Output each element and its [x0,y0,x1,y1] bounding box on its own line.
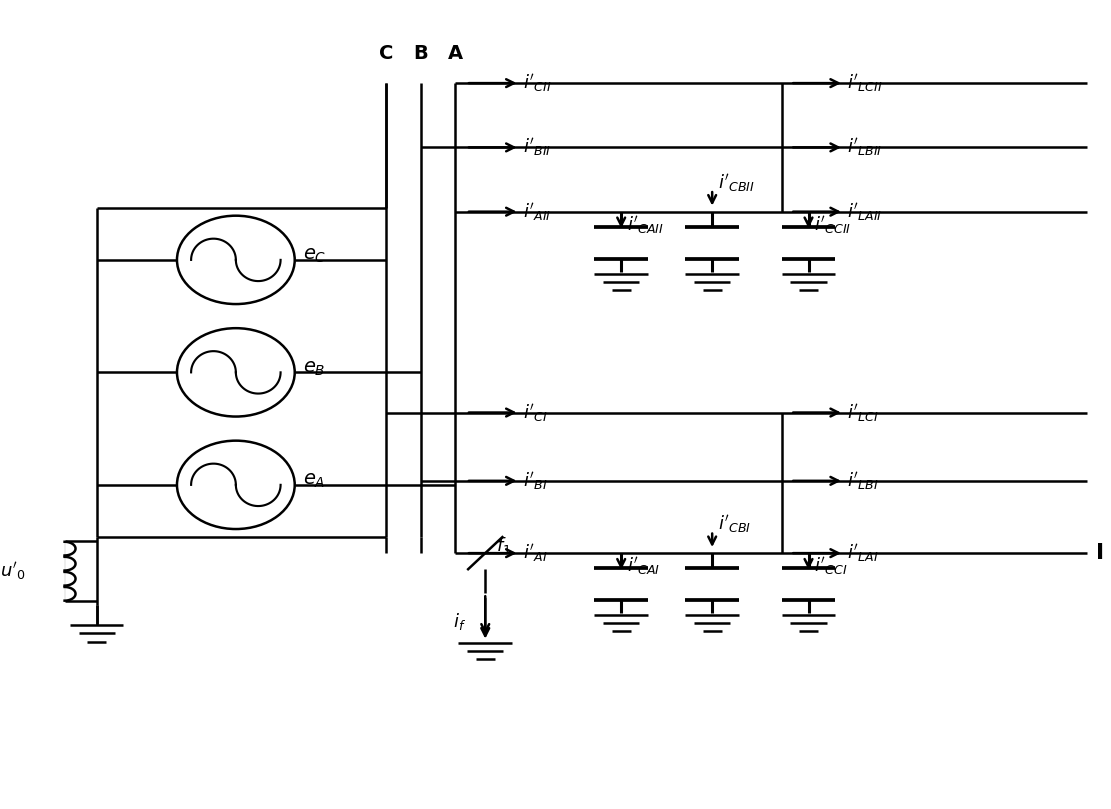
Text: $\mathit{e}_C$: $\mathit{e}_C$ [303,247,327,265]
Text: $\mathit{i}'_{\mathit{CBII}}$: $\mathit{i}'_{\mathit{CBII}}$ [718,172,754,194]
Text: $\mathit{i}'_{\mathit{CII}}$: $\mathit{i}'_{\mathit{CII}}$ [522,72,551,94]
Text: $\mathit{i}'_{\mathit{BII}}$: $\mathit{i}'_{\mathit{BII}}$ [522,137,551,159]
Text: $\mathit{i}'_{\mathit{LBII}}$: $\mathit{i}'_{\mathit{LBII}}$ [847,137,882,159]
Text: $\mathit{i}'_{\mathit{AII}}$: $\mathit{i}'_{\mathit{AII}}$ [522,201,551,222]
Text: $\mathit{i}'_{\mathit{LBI}}$: $\mathit{i}'_{\mathit{LBI}}$ [847,470,879,492]
Text: $\mathit{e}_A$: $\mathit{e}_A$ [303,472,326,490]
Text: $\mathit{i}'_{\mathit{LCII}}$: $\mathit{i}'_{\mathit{LCII}}$ [847,72,882,94]
Text: $\mathit{i}'_{\mathit{CCII}}$: $\mathit{i}'_{\mathit{CCII}}$ [814,214,851,236]
Text: $\mathit{i}_f$: $\mathit{i}_f$ [453,611,466,632]
Text: $\mathit{i}'_{\mathit{CI}}$: $\mathit{i}'_{\mathit{CI}}$ [522,401,548,424]
Text: $\mathit{i}'_{\mathit{CAII}}$: $\mathit{i}'_{\mathit{CAII}}$ [627,214,663,236]
Text: $\mathit{i}'_{\mathit{LAII}}$: $\mathit{i}'_{\mathit{LAII}}$ [847,201,882,222]
Text: $\mathit{f}_1$: $\mathit{f}_1$ [496,535,511,556]
Text: $\mathit{i}'_{\mathit{CBI}}$: $\mathit{i}'_{\mathit{CBI}}$ [718,514,751,536]
Text: $\mathit{u}'_0$: $\mathit{u}'_0$ [0,560,26,582]
Text: $\mathit{i}'_{\mathit{LAI}}$: $\mathit{i}'_{\mathit{LAI}}$ [847,542,879,564]
Text: $\mathit{e}_B$: $\mathit{e}_B$ [303,359,326,378]
Text: C: C [379,44,393,63]
Text: A: A [448,44,463,63]
Text: $\mathit{i}'_{\mathit{CCI}}$: $\mathit{i}'_{\mathit{CCI}}$ [814,556,848,578]
Text: $\mathit{i}'_{\mathit{LCI}}$: $\mathit{i}'_{\mathit{LCI}}$ [847,401,879,424]
Text: $\mathit{i}'_{\mathit{BI}}$: $\mathit{i}'_{\mathit{BI}}$ [522,470,548,492]
Text: B: B [413,44,429,63]
Text: $\mathit{i}'_{\mathit{AI}}$: $\mathit{i}'_{\mathit{AI}}$ [522,542,548,564]
Text: $\mathbf{I}$: $\mathbf{I}$ [1095,543,1103,563]
Text: $\mathit{i}'_{\mathit{CAI}}$: $\mathit{i}'_{\mathit{CAI}}$ [627,556,660,578]
